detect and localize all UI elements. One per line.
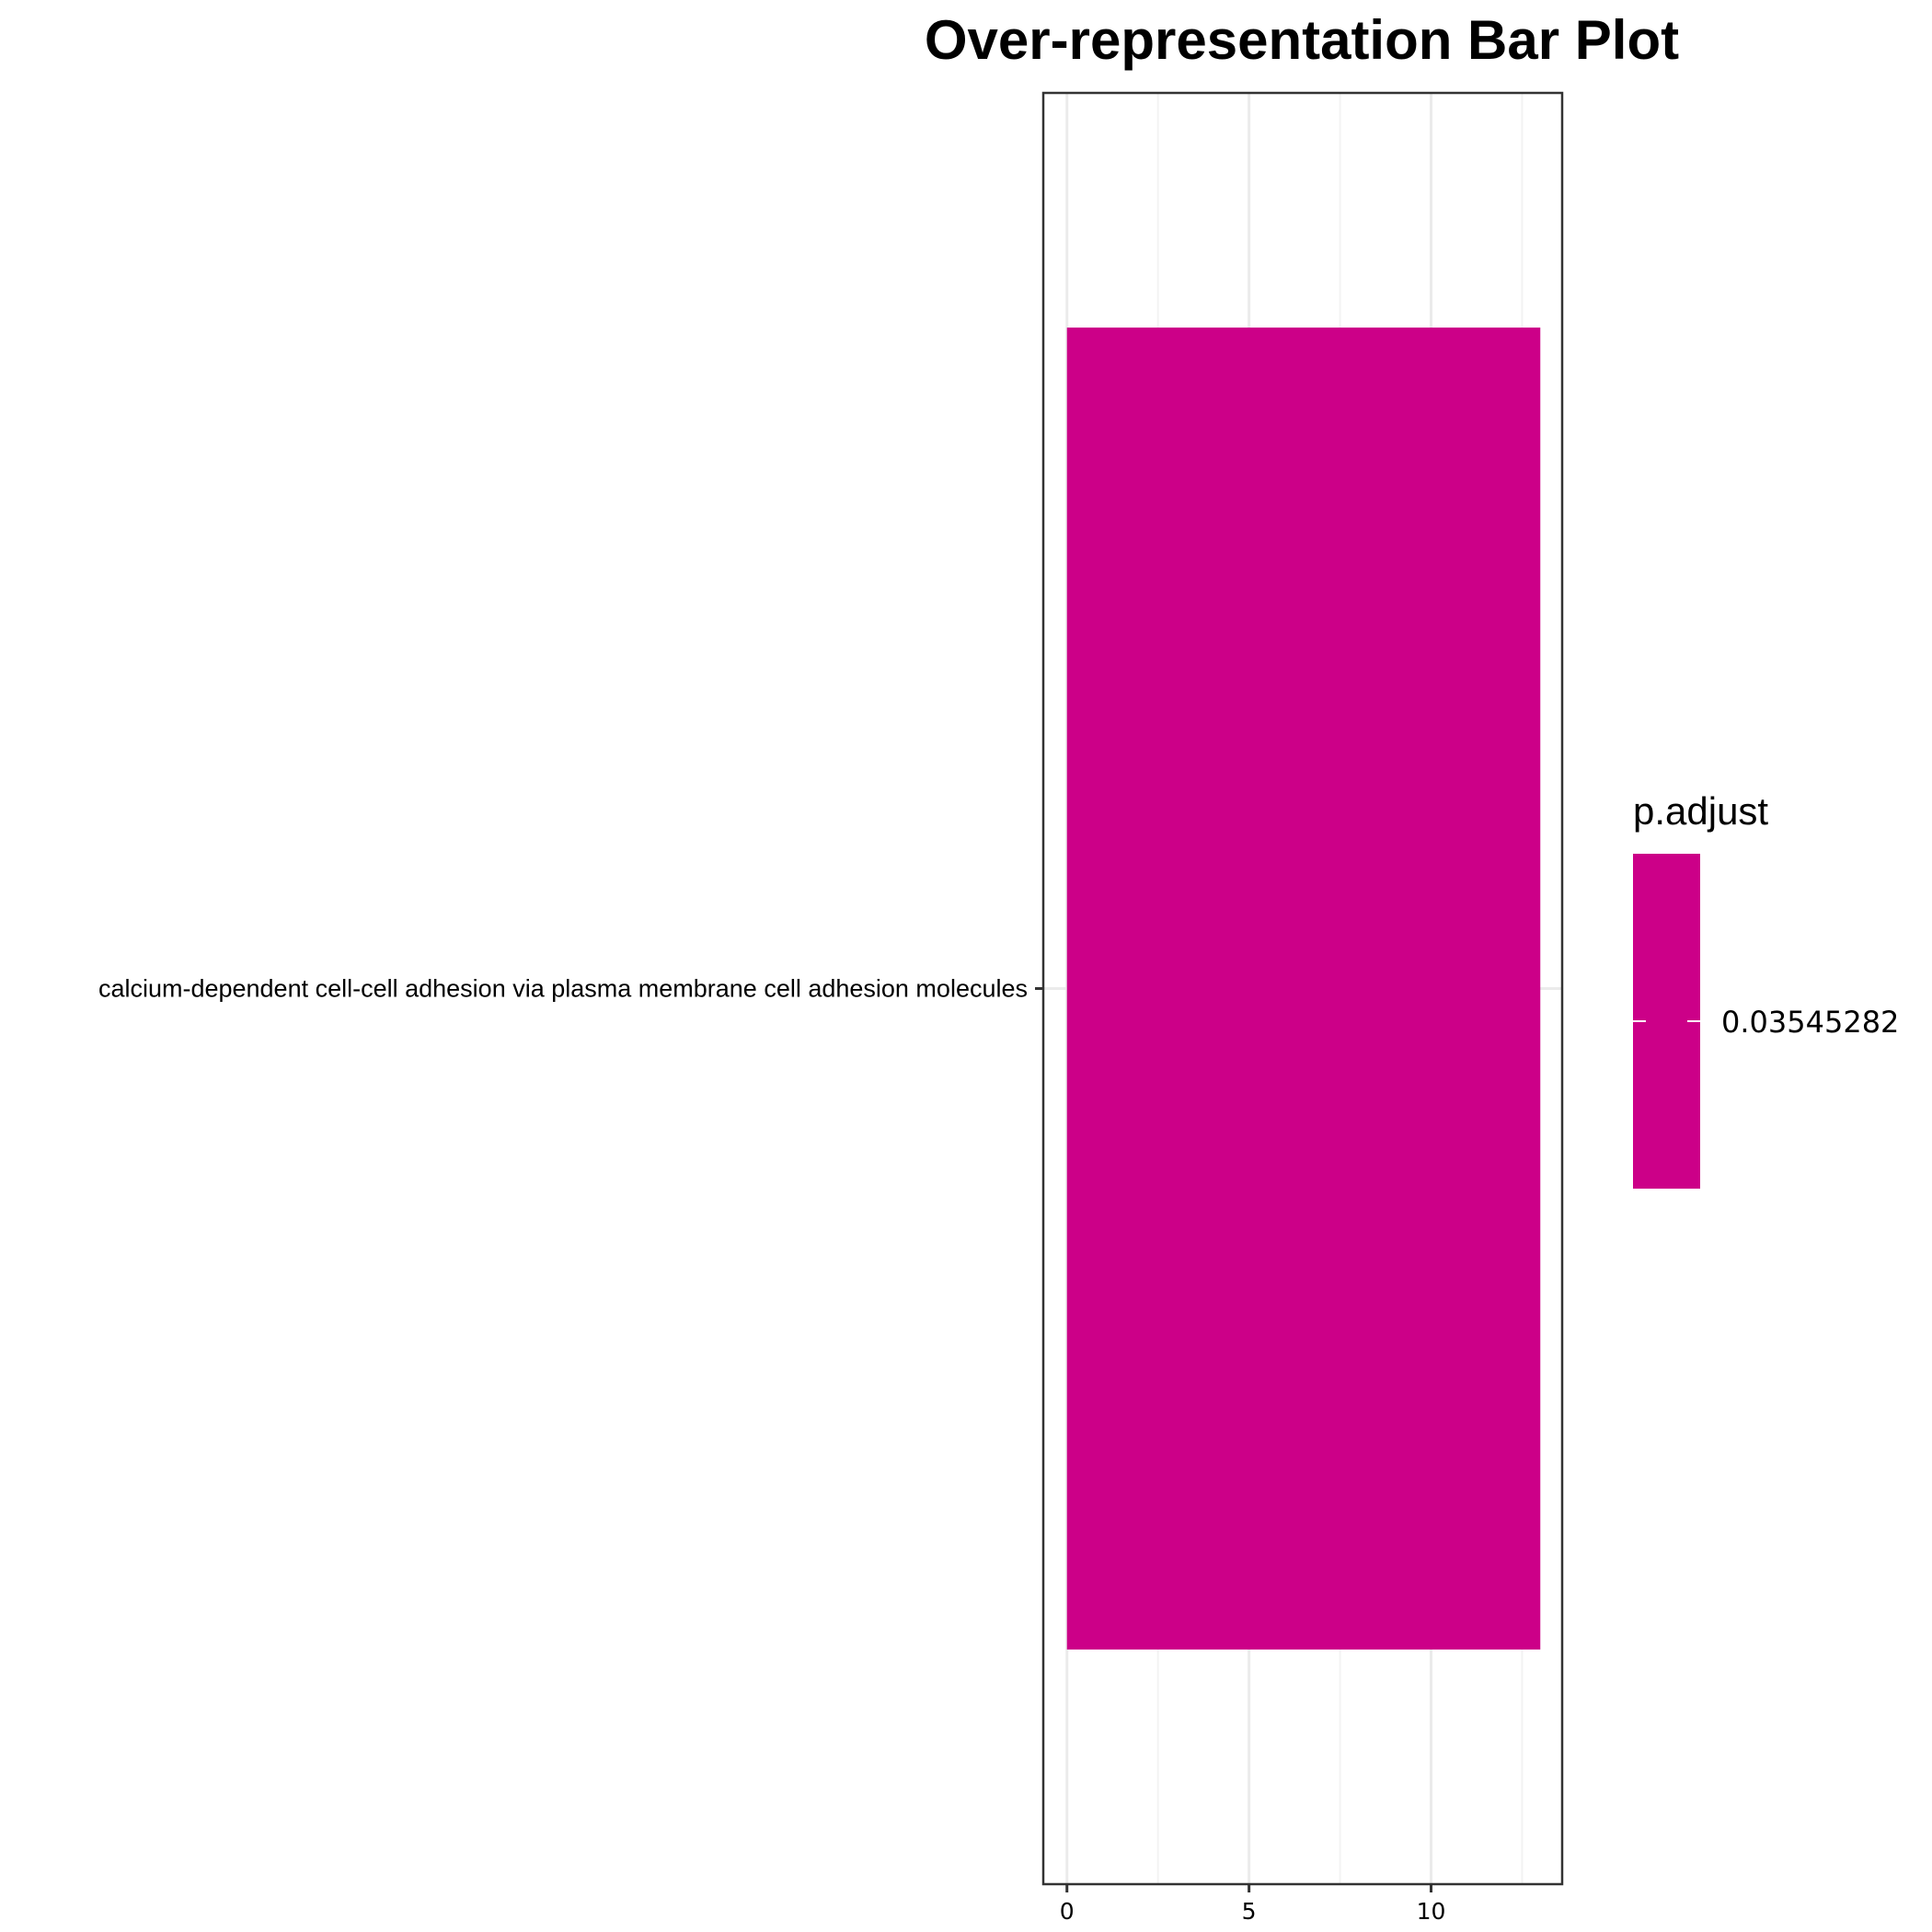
x-tick-label: 0	[1060, 1898, 1075, 1925]
legend-title: p.adjust	[1633, 789, 1768, 833]
legend-label: 0.03545282	[1721, 1005, 1899, 1040]
x-tick-label: 10	[1417, 1898, 1446, 1925]
bar	[1066, 328, 1541, 1650]
chart-title: Over-representation Bar Plot	[925, 9, 1679, 71]
y-tick-label: calcium-dependent cell-cell adhesion via…	[98, 975, 1028, 1003]
legend: p.adjust 0.03545282	[1633, 789, 1899, 1189]
plot-panel: calcium-dependent cell-cell adhesion via…	[98, 91, 1564, 1925]
x-tick-label: 5	[1242, 1898, 1257, 1925]
